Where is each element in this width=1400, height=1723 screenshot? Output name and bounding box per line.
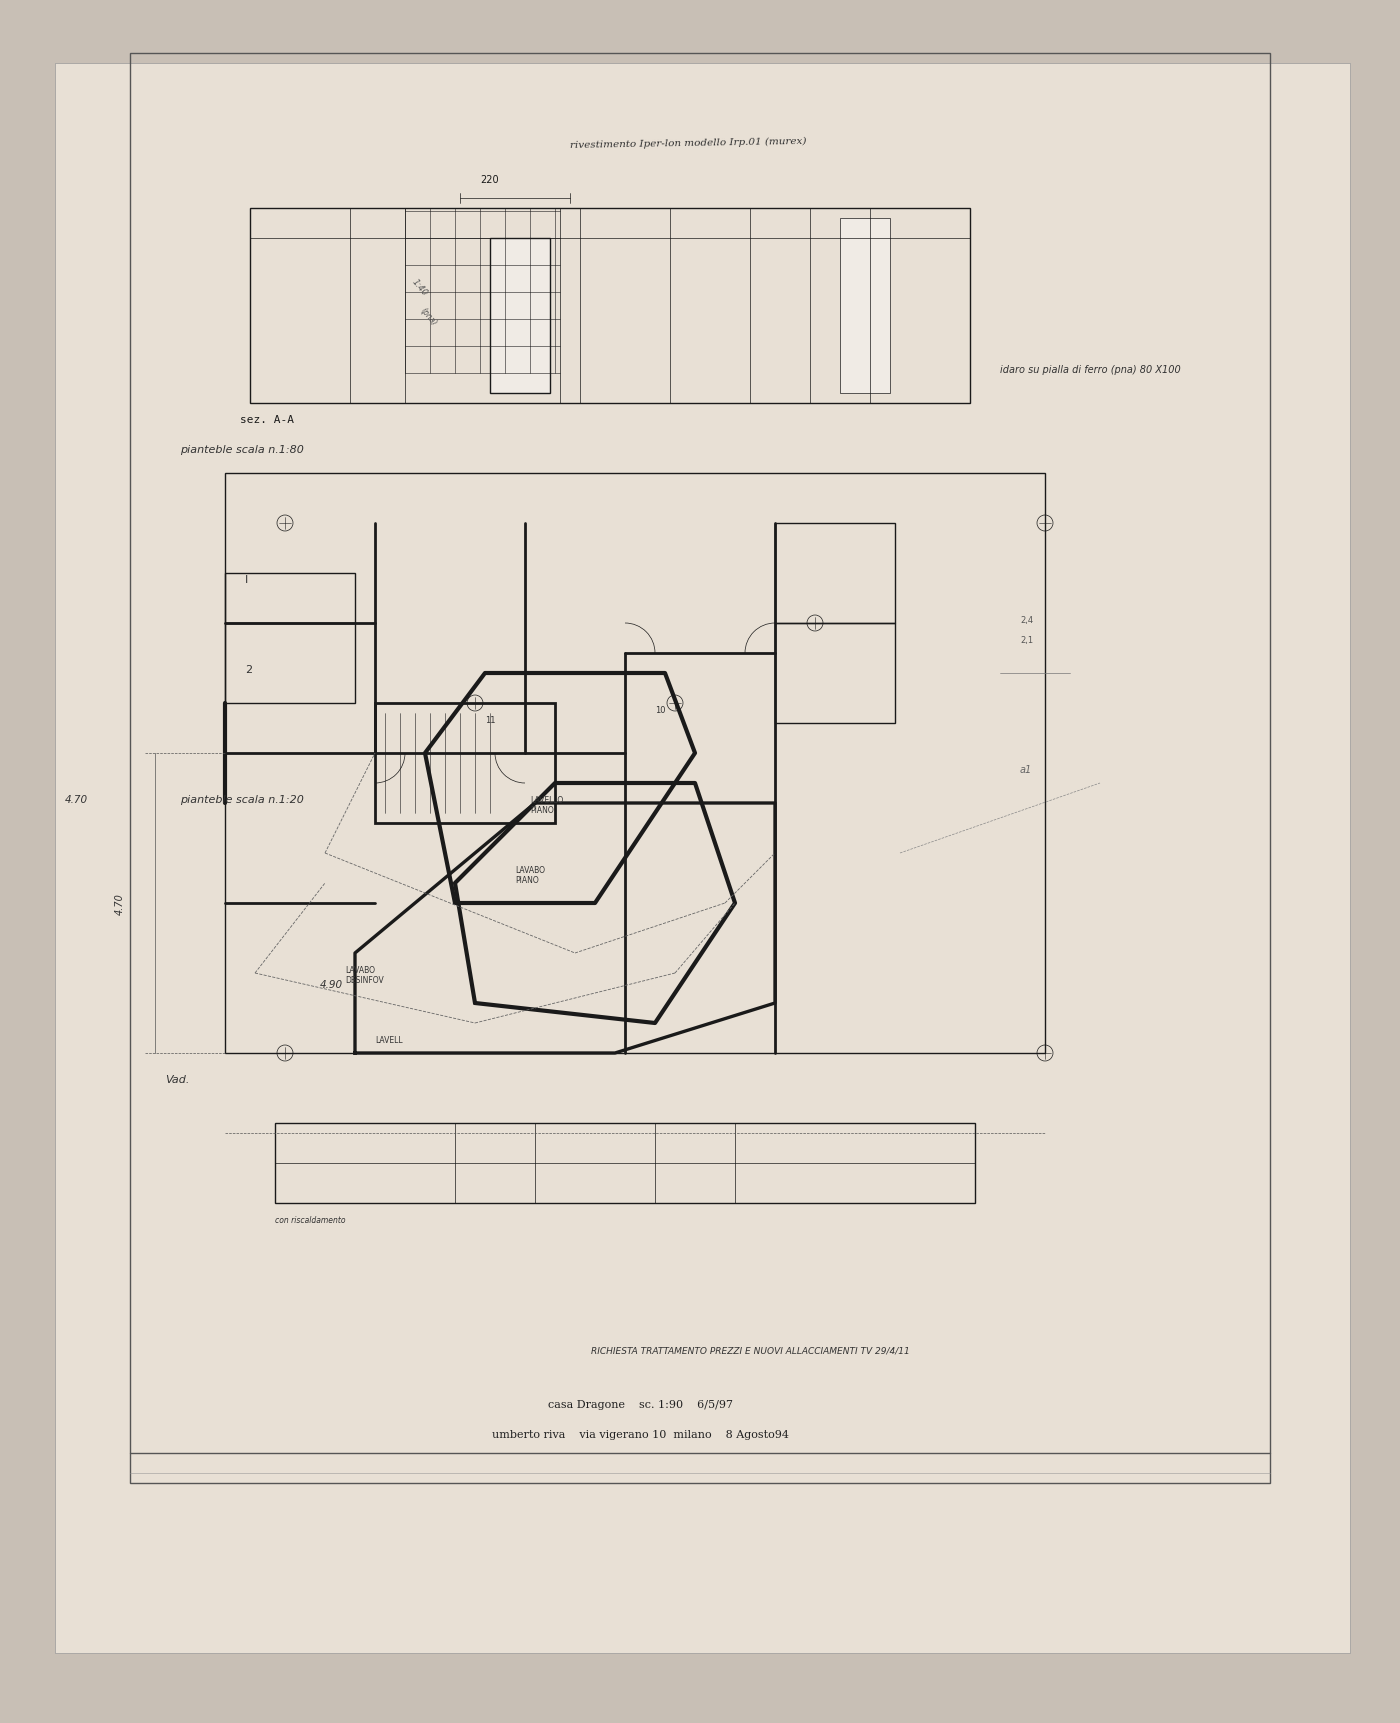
Text: LAVABO
DESINFOV: LAVABO DESINFOV <box>344 965 384 986</box>
Text: 220: 220 <box>480 176 498 184</box>
Bar <box>274 1123 974 1203</box>
Text: RICHIESTA TRATTAMENTO PREZZI E NUOVI ALLACCIAMENTI TV 29/4/11: RICHIESTA TRATTAMENTO PREZZI E NUOVI ALL… <box>591 1346 910 1354</box>
Text: I: I <box>245 575 248 586</box>
Bar <box>655 1123 735 1203</box>
Text: 4.90: 4.90 <box>321 980 343 991</box>
Bar <box>490 238 550 393</box>
Bar <box>130 53 1270 1484</box>
Text: LAVELLO
PIANO: LAVELLO PIANO <box>531 796 563 815</box>
Text: con riscaldamento: con riscaldamento <box>274 1216 346 1225</box>
Bar <box>225 574 356 624</box>
Text: 2,4: 2,4 <box>1021 617 1033 625</box>
Bar <box>455 1123 535 1203</box>
Text: 4.70: 4.70 <box>115 893 125 915</box>
Text: Vad.: Vad. <box>165 1075 189 1085</box>
Text: 2,1: 2,1 <box>1021 636 1033 644</box>
Text: umberto riva    via vigerano 10  milano    8 Agosto94: umberto riva via vigerano 10 milano 8 Ag… <box>491 1430 788 1440</box>
Text: 10: 10 <box>655 706 665 715</box>
Bar <box>251 208 970 403</box>
Bar <box>776 524 895 624</box>
Bar <box>225 474 1044 1053</box>
Text: pianteble scala n.1:20: pianteble scala n.1:20 <box>181 794 304 805</box>
Text: idaro su pialla di ferro (pna) 80 X100: idaro su pialla di ferro (pna) 80 X100 <box>1000 365 1180 376</box>
Text: a1: a1 <box>1021 765 1032 775</box>
Text: rivestimento Iper-lon modello Irp.01 (murex): rivestimento Iper-lon modello Irp.01 (mu… <box>570 136 806 150</box>
Text: 2: 2 <box>245 665 252 675</box>
Text: LAVELL: LAVELL <box>375 1036 403 1046</box>
Text: LAVABO
PIANO: LAVABO PIANO <box>515 865 545 886</box>
Bar <box>225 624 356 703</box>
Bar <box>840 219 890 393</box>
Text: 4.70: 4.70 <box>64 794 88 805</box>
Text: (pna): (pna) <box>419 307 438 327</box>
Text: casa Dragone    sc. 1:90    6/5/97: casa Dragone sc. 1:90 6/5/97 <box>547 1401 732 1409</box>
Text: pianteble scala n.1:80: pianteble scala n.1:80 <box>181 445 304 455</box>
Text: sez. A-A: sez. A-A <box>239 415 294 426</box>
Bar <box>776 624 895 724</box>
Text: 11: 11 <box>484 717 496 725</box>
Text: 1:40: 1:40 <box>410 277 430 298</box>
Bar <box>375 703 554 824</box>
